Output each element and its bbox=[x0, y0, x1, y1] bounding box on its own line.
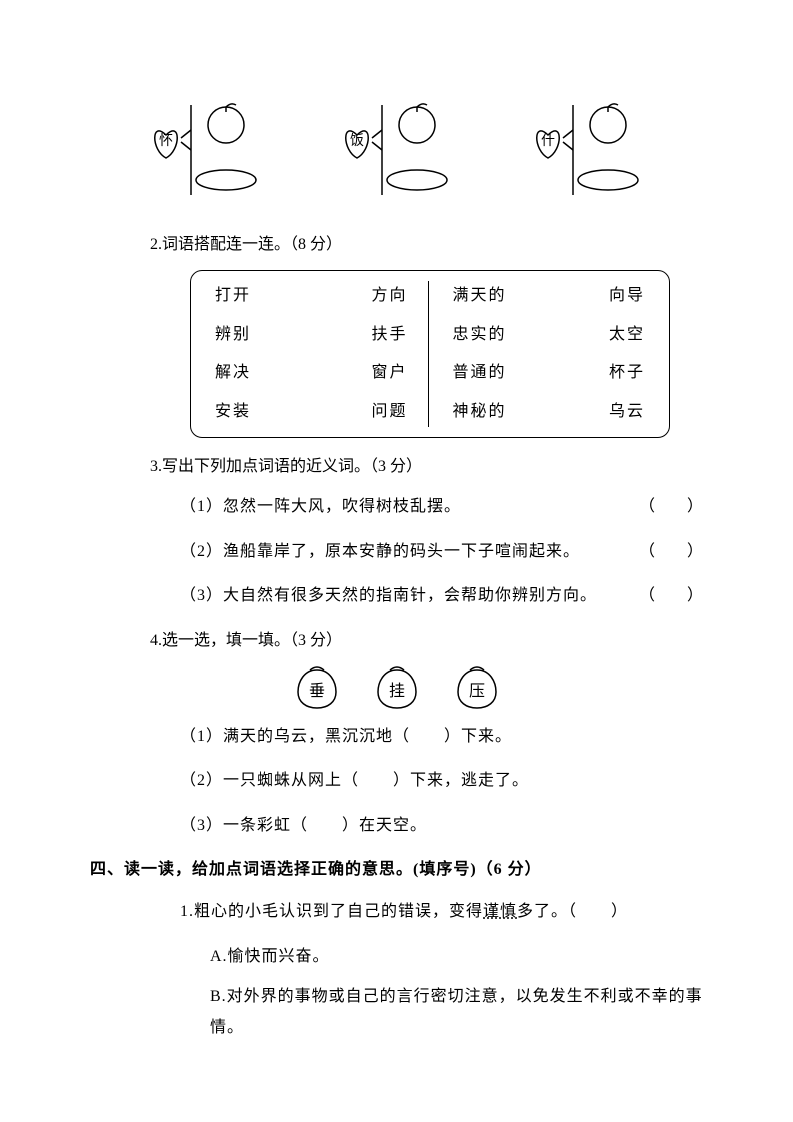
match-row: 普通的 杯子 bbox=[453, 358, 646, 388]
answer-paren[interactable]: （ ） bbox=[639, 537, 703, 567]
match-word: 普通的 bbox=[453, 358, 507, 388]
q4-title: 4.选一选，填一填。（3 分） bbox=[90, 626, 703, 656]
match-row: 辨别 扶手 bbox=[215, 320, 408, 350]
q4-item: （1）满天的乌云，黑沉沉地（ ）下来。 bbox=[90, 722, 703, 752]
answer-paren[interactable]: （ ） bbox=[639, 492, 703, 522]
match-word: 向导 bbox=[609, 281, 645, 311]
match-word: 安装 bbox=[215, 397, 251, 427]
peach-row: 垂 挂 压 bbox=[90, 666, 703, 710]
q4-item: （3）一条彩虹（ ）在天空。 bbox=[90, 811, 703, 841]
heart-item-0: 怀 bbox=[141, 100, 271, 200]
match-word: 方向 bbox=[371, 281, 407, 311]
section-4-title: 四、读一读，给加点词语选择正确的意思。(填序号)（6 分） bbox=[90, 855, 703, 885]
answer-paren[interactable]: （ ） bbox=[639, 581, 703, 611]
match-word: 辨别 bbox=[215, 320, 251, 350]
sec4-q1: 1.粗心的小毛认识到了自己的错误，变得谨慎多了。（ ） bbox=[90, 897, 703, 927]
match-row: 忠实的 太空 bbox=[453, 320, 646, 350]
q3-item: （1）忽然一阵大风，吹得树枝乱摆。（ ） bbox=[90, 492, 703, 522]
q3-title: 3.写出下列加点词语的近义词。（3 分） bbox=[90, 452, 703, 482]
heart-apple-icon: 什 bbox=[523, 100, 653, 200]
peach-icon: 垂 bbox=[292, 666, 342, 710]
heart-apple-group: 怀 饭 什 bbox=[90, 100, 703, 200]
svg-text:什: 什 bbox=[541, 133, 555, 149]
peach-icon: 挂 bbox=[372, 666, 422, 710]
sec4-q1-post: 多了。（ ） bbox=[517, 903, 628, 920]
option-b: B.对外界的事物或自己的言行密切注意，以免发生不利或不幸的事情。 bbox=[90, 982, 703, 1043]
match-row: 安装 问题 bbox=[215, 397, 408, 427]
match-row: 解决 窗户 bbox=[215, 358, 408, 388]
sec4-q1-key: 谨慎 bbox=[483, 903, 517, 920]
match-word: 杯子 bbox=[609, 358, 645, 388]
q3-item: （3）大自然有很多天然的指南针，会帮助你辨别方向。（ ） bbox=[90, 581, 703, 611]
sec4-q1-pre: 1.粗心的小毛认识到了自己的错误，变得 bbox=[180, 903, 483, 920]
q3-text: （1）忽然一阵大风，吹得树枝乱摆。 bbox=[180, 492, 639, 522]
match-word: 满天的 bbox=[453, 281, 507, 311]
svg-text:饭: 饭 bbox=[350, 133, 364, 149]
match-word: 扶手 bbox=[371, 320, 407, 350]
match-row: 神秘的 乌云 bbox=[453, 397, 646, 427]
svg-text:垂: 垂 bbox=[308, 682, 324, 700]
q4-item: （2）一只蜘蛛从网上（ ）下来，逃走了。 bbox=[90, 766, 703, 796]
svg-text:怀: 怀 bbox=[159, 133, 173, 149]
match-col-left: 打开 方向 辨别 扶手 解决 窗户 安装 问题 bbox=[215, 281, 429, 427]
match-word: 乌云 bbox=[609, 397, 645, 427]
heart-apple-icon: 饭 bbox=[332, 100, 462, 200]
match-word: 窗户 bbox=[371, 358, 407, 388]
peach-icon: 压 bbox=[452, 666, 502, 710]
heart-apple-icon: 怀 bbox=[141, 100, 271, 200]
q2-title: 2.词语搭配连一连。（8 分） bbox=[90, 230, 703, 260]
heart-item-2: 什 bbox=[523, 100, 653, 200]
q3-item: （2）渔船靠岸了，原本安静的码头一下子喧闹起来。（ ） bbox=[90, 537, 703, 567]
q3-text: （3）大自然有很多天然的指南针，会帮助你辨别方向。 bbox=[180, 581, 639, 611]
match-word: 神秘的 bbox=[453, 397, 507, 427]
svg-text:挂: 挂 bbox=[388, 682, 404, 700]
heart-item-1: 饭 bbox=[332, 100, 462, 200]
match-col-right: 满天的 向导 忠实的 太空 普通的 杯子 神秘的 乌云 bbox=[429, 281, 646, 427]
option-a: A.愉快而兴奋。 bbox=[90, 942, 703, 972]
match-word: 解决 bbox=[215, 358, 251, 388]
match-word: 问题 bbox=[371, 397, 407, 427]
q3-text: （2）渔船靠岸了，原本安静的码头一下子喧闹起来。 bbox=[180, 537, 639, 567]
svg-text:压: 压 bbox=[468, 683, 484, 700]
match-table: 打开 方向 辨别 扶手 解决 窗户 安装 问题 满天的 向导 忠实的 太空 普通的 杯子 神秘… bbox=[190, 270, 670, 438]
match-row: 打开 方向 bbox=[215, 281, 408, 311]
match-word: 打开 bbox=[215, 281, 251, 311]
match-word: 忠实的 bbox=[453, 320, 507, 350]
match-word: 太空 bbox=[609, 320, 645, 350]
match-row: 满天的 向导 bbox=[453, 281, 646, 311]
